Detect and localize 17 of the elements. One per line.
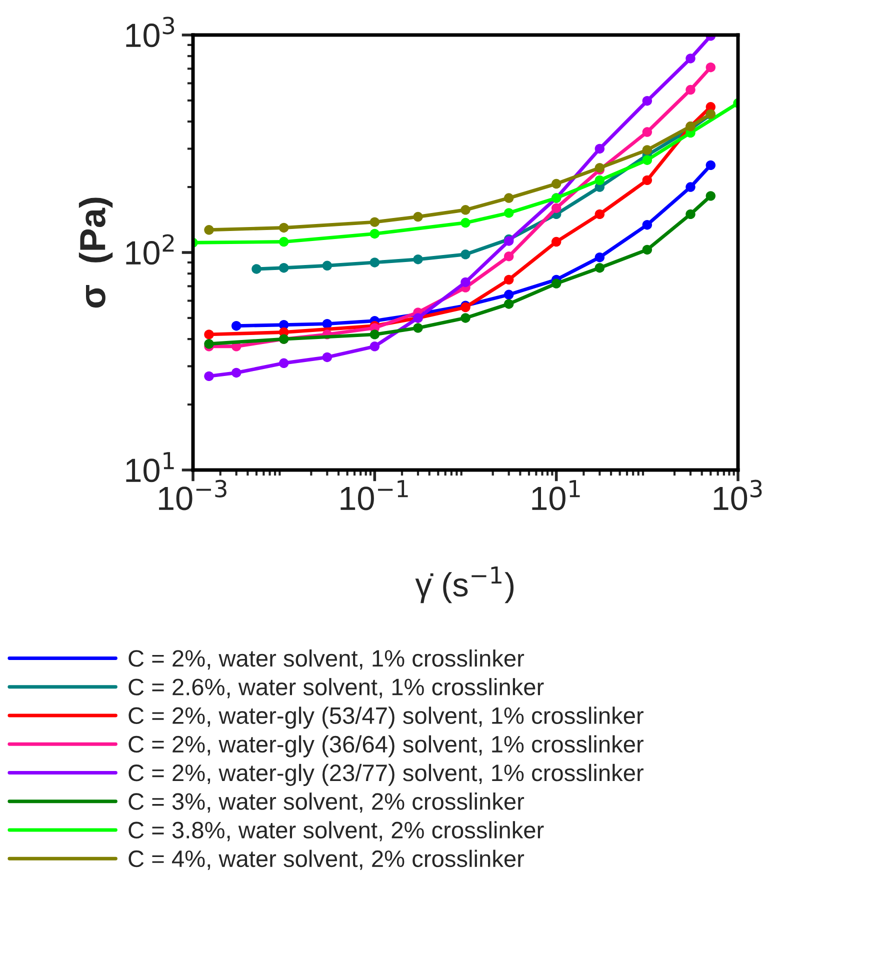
- legend-label: C = 2%, water solvent, 1% crosslinker: [128, 649, 524, 670]
- legend-label: C = 2%, water-gly (23/77) solvent, 1% crosslinker: [128, 764, 644, 786]
- y-tick-label: 10$^{2}$: [126, 234, 174, 265]
- x-tick-label: 10$^{1}$: [532, 480, 580, 510]
- x-tick-label: 10$^{3}$: [714, 480, 762, 510]
- legend-label: C = 3%, water solvent, 2% crosslinker: [128, 792, 524, 813]
- x-tick-label: 10$^{−3}$: [159, 480, 226, 510]
- legend-label: C = 2%, water-gly (53/47) solvent, 1% crosslinker: [128, 706, 644, 729]
- y-tick-label: 10$^{3}$: [126, 16, 174, 48]
- y-tick-label: 10$^{1}$: [126, 452, 174, 482]
- x-axis-title: γ̇ (s$^{−1}$): [415, 566, 514, 604]
- y-axis-title: σ (Pa): [78, 198, 113, 308]
- legend-label: C = 4%, water solvent, 2% crosslinker: [128, 850, 524, 870]
- legend-label: C = 3.8%, water solvent, 2% crosslinker: [128, 821, 544, 842]
- legend-label: C = 2%, water-gly (36/64) solvent, 1% crosslinker: [128, 735, 644, 758]
- legend-label: C = 2.6%, water solvent, 1% crosslinker: [128, 678, 544, 698]
- x-tick-label: 10$^{−1}$: [340, 480, 408, 510]
